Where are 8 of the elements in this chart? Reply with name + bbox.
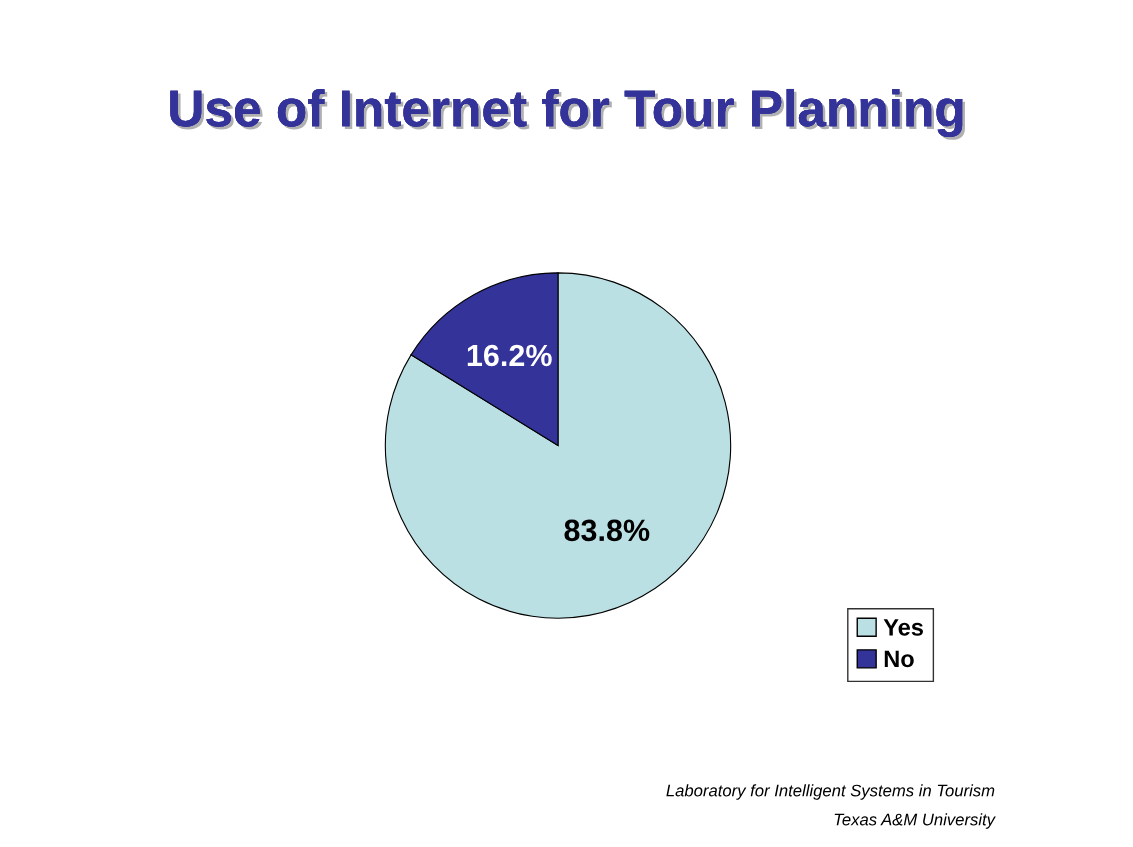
legend-label: No (884, 650, 914, 668)
legend-label: Yes (883, 619, 923, 636)
data-label: 16.2% (467, 344, 552, 367)
text: Laboratory for Intelligent Systems in Tourism (666, 784, 995, 800)
data-label: 83.8% (564, 519, 650, 542)
text: Texas A&M University (834, 813, 996, 829)
pie-slice (384, 272, 732, 619)
chart-title: Use of Internet for Tour Planning (170, 88, 966, 140)
